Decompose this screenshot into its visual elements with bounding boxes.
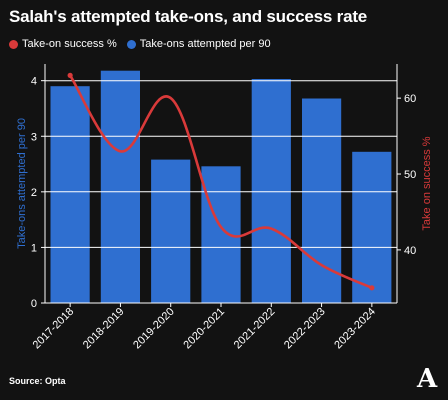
- chart-title: Salah's attempted take-ons, and success …: [9, 7, 368, 26]
- success-point-start: [67, 72, 73, 78]
- left-tick-label: 0: [31, 298, 37, 310]
- legend: Take-on success % Take-ons attempted per…: [9, 38, 281, 50]
- x-tick-label: 2020-2021: [181, 306, 227, 352]
- x-tick-label: 2018-2019: [81, 306, 127, 352]
- success-rate-line: [68, 74, 374, 290]
- bar-2017-2018: [50, 86, 90, 303]
- x-tick-label: 2017-2018: [31, 306, 77, 352]
- left-tick-label: 2: [31, 187, 37, 199]
- bar-2021-2022: [251, 79, 291, 303]
- bar-2023-2024: [352, 151, 392, 303]
- right-tick-label: 50: [404, 169, 416, 181]
- bar-2019-2020: [151, 159, 191, 303]
- x-tick-label: 2022-2023: [282, 306, 328, 352]
- legend-item-attempted: Take-ons attempted per 90: [126, 38, 271, 50]
- left-tick-label: 1: [31, 242, 37, 254]
- x-tick-label: 2019-2020: [131, 306, 177, 352]
- left-tick-label: 3: [31, 131, 37, 143]
- publisher-logo: A: [417, 364, 438, 394]
- left-tick-label: 4: [31, 76, 37, 88]
- x-tick-label: 2021-2022: [232, 306, 278, 352]
- legend-dot-success: [9, 39, 18, 49]
- success-point-end: [369, 285, 375, 291]
- right-tick-label: 60: [404, 93, 416, 105]
- x-tick-label: 2023-2024: [332, 306, 378, 352]
- legend-label-attempted: Take-ons attempted per 90: [139, 38, 271, 50]
- right-tick-label: 40: [404, 245, 416, 257]
- source-note: Source: Opta: [9, 376, 66, 386]
- legend-dot-attempted: [126, 39, 136, 49]
- bar-2020-2021: [201, 166, 241, 303]
- legend-item-success: Take-on success %: [9, 38, 117, 50]
- bar-2022-2023: [302, 98, 342, 303]
- left-axis-title: Take-ons attempted per 90: [16, 118, 28, 249]
- bar-2018-2019: [100, 70, 140, 303]
- right-axis-title: Take on success %: [421, 136, 433, 230]
- legend-label-success: Take-on success %: [22, 38, 117, 50]
